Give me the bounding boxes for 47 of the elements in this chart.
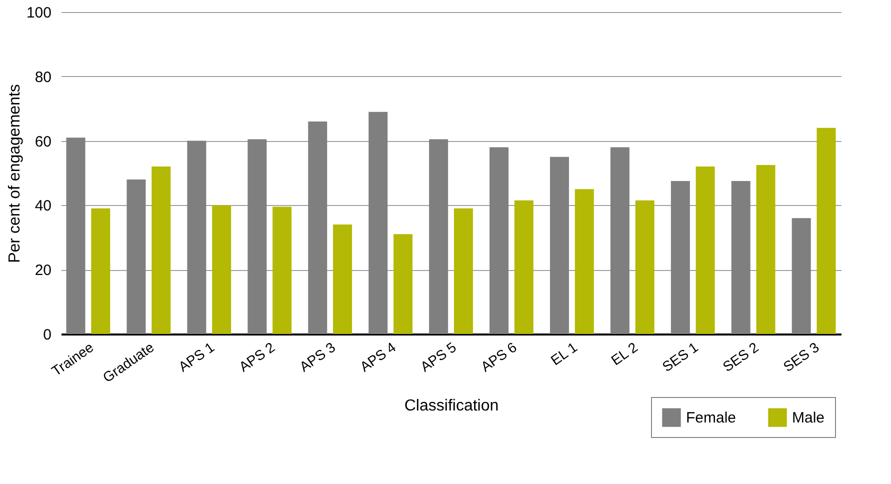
bar (308, 121, 328, 334)
bar (368, 112, 388, 334)
x-tick-label: EL 1 (548, 338, 580, 368)
bar (574, 189, 594, 334)
bar (272, 206, 292, 334)
bar (91, 208, 110, 334)
x-tick-label: SES 3 (780, 338, 822, 375)
bar (670, 181, 690, 334)
x-tick-label: APS 3 (296, 338, 338, 375)
bar (816, 128, 836, 334)
y-tick-label: 20 (34, 262, 52, 280)
bar (610, 147, 630, 334)
bar (333, 224, 352, 334)
x-axis-title: Classification (404, 397, 499, 414)
x-tick-label: APS 6 (478, 338, 520, 375)
bar (454, 208, 473, 334)
y-tick-label: 0 (43, 326, 52, 344)
x-tick-label: SES 1 (659, 338, 702, 375)
bar (66, 138, 86, 334)
bar (490, 147, 509, 334)
bar (187, 140, 206, 334)
bar (635, 200, 654, 334)
bar (550, 156, 569, 334)
bar (514, 200, 534, 334)
x-tick-label: APS 5 (417, 338, 460, 375)
bar (248, 139, 267, 334)
x-tick-label: APS 1 (175, 338, 218, 375)
legend-label: Female (686, 410, 736, 427)
bar (393, 234, 412, 334)
x-tick-label: EL 2 (608, 338, 641, 368)
bar (792, 218, 811, 334)
y-axis-title: Per cent of engagements (6, 84, 24, 263)
bar (429, 139, 448, 334)
bar (756, 164, 776, 334)
bar (731, 181, 750, 334)
bar (696, 166, 715, 334)
y-tick-label: 80 (34, 68, 52, 86)
y-tick-label: 100 (26, 4, 52, 22)
x-tick-label: APS 4 (356, 338, 399, 375)
bar (126, 179, 146, 334)
bar (212, 205, 232, 334)
y-tick-label: 60 (34, 133, 52, 150)
legend-label: Male (792, 410, 825, 427)
x-tick-label: SES 2 (720, 338, 762, 375)
bar (152, 166, 171, 334)
y-tick-label: 40 (34, 198, 52, 215)
x-tick-label: APS 2 (236, 338, 278, 375)
